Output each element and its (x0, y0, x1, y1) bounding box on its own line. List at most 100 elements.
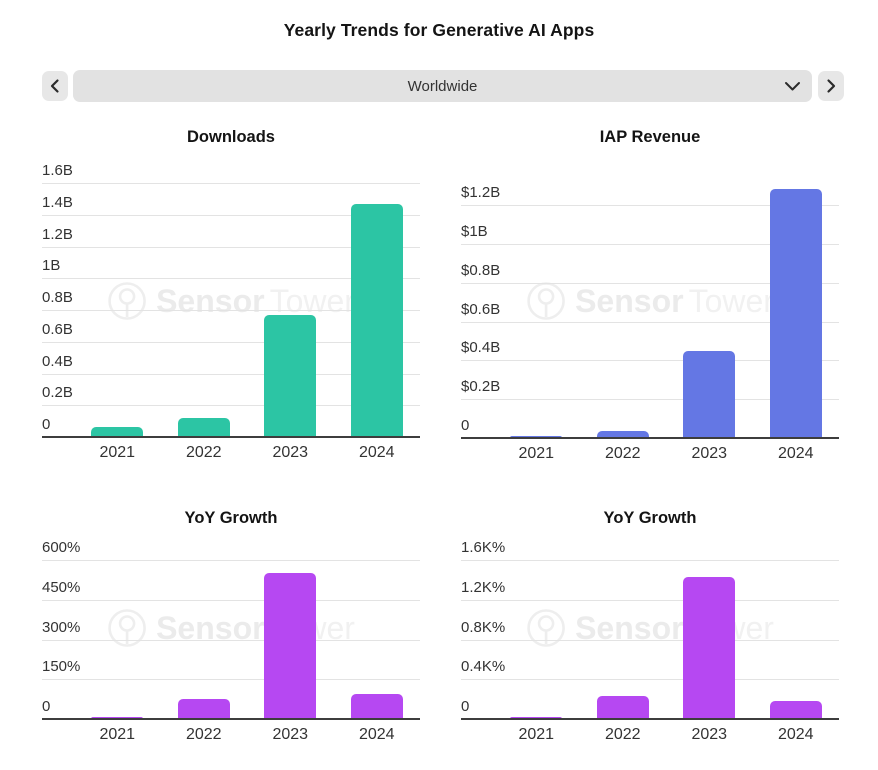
watermark-text: Sensor (156, 282, 265, 319)
gridline (461, 321, 839, 323)
x-tick-label: 2024 (777, 726, 814, 743)
watermark-text: Sensor (156, 609, 265, 646)
x-tick-label: 2022 (604, 726, 641, 743)
x-tick-label: 2023 (272, 726, 309, 743)
sensor-tower-watermark: Sensor Tower (107, 608, 355, 648)
x-tick-label: 2021 (518, 726, 555, 743)
x-tick-label: 2021 (99, 726, 136, 743)
bar-2023[interactable] (683, 577, 736, 719)
bar-2024[interactable] (769, 701, 822, 719)
sensor-tower-watermark: Sensor Tower (526, 281, 774, 321)
yoy-growth-downloads-plot-area: Sensor Tower 0 150% 300% 450% 600% 2021 2022 20… (42, 505, 420, 755)
region-select-value: Worldwide (407, 77, 478, 95)
x-tick-label: 2021 (518, 445, 555, 462)
y-tick-label: 0 (461, 698, 470, 715)
x-tick-label: 2024 (777, 445, 814, 462)
gridline (42, 278, 420, 280)
sensor-tower-logo-icon (526, 281, 566, 321)
yoy-growth-downloads-chart: YoY Growth Sensor Tower 0 150% 300% 450% 600… (42, 505, 420, 755)
y-tick-label: 150% (42, 658, 81, 676)
gridline (42, 639, 420, 641)
y-tick-label: 600% (42, 539, 81, 556)
watermark-text: Tower (688, 282, 774, 319)
iap-revenue-chart: IAP Revenue Sensor Tower 0 $0.2B $0.4B $0.6… (461, 126, 839, 466)
y-tick-label: 0.4K% (461, 658, 506, 676)
y-tick-label: 1.4B (42, 193, 73, 211)
chart-title: YoY Growth (184, 509, 278, 527)
x-tick-label: 2023 (272, 444, 309, 461)
y-tick-label: 0.2B (42, 384, 73, 402)
bar-2024[interactable] (769, 189, 822, 438)
y-tick-label: 0 (461, 417, 470, 434)
y-tick-label: 0.8K% (461, 618, 506, 636)
gridline (42, 310, 420, 311)
gridline (461, 639, 839, 641)
sensor-tower-logo-icon (107, 281, 147, 321)
y-tick-label: 0 (42, 416, 51, 433)
y-tick-label: $1B (461, 222, 488, 240)
prev-button[interactable] (42, 71, 68, 101)
gridline (42, 599, 420, 601)
downloads-plot-area: Sensor Tower 0 0.2B 0.4B 0.6B 0.8B 1B 1.2B 1.4B… (42, 126, 420, 466)
chart-title: Downloads (186, 128, 275, 146)
bar-2024[interactable] (350, 204, 403, 437)
gridline (42, 373, 420, 375)
x-tick-label: 2023 (691, 445, 728, 462)
y-tick-label: 1.2B (42, 225, 73, 243)
chevron-down-icon (784, 79, 801, 93)
y-tick-label: 1.6K% (461, 539, 506, 556)
x-tick-label: 2022 (185, 444, 222, 461)
x-tick-label: 2022 (604, 445, 641, 462)
bar-2023[interactable] (264, 315, 317, 437)
bar-2023[interactable] (264, 573, 317, 719)
x-tick-label: 2023 (691, 726, 728, 743)
gridline (42, 183, 420, 184)
watermark-text: Sensor (575, 609, 684, 646)
bar-2022[interactable] (596, 431, 649, 438)
gridline (42, 246, 420, 248)
page-title: Yearly Trends for Generative AI Apps (283, 20, 595, 40)
y-tick-label: 1.2K% (461, 578, 506, 596)
y-tick-label: $0.6B (461, 300, 501, 318)
chevron-right-icon (825, 78, 837, 94)
y-tick-label: $0.4B (461, 339, 501, 357)
watermark-text: Sensor (575, 282, 684, 319)
bar-2022[interactable] (596, 696, 649, 719)
chevron-left-icon (49, 78, 61, 94)
gridline (461, 282, 839, 284)
x-tick-label: 2024 (358, 726, 395, 743)
gridline (461, 205, 839, 206)
bar-2021[interactable] (91, 427, 144, 437)
y-tick-label: $1.2B (461, 184, 501, 201)
y-tick-label: 0 (42, 698, 51, 715)
gridline (42, 341, 420, 343)
bar-2022[interactable] (177, 699, 230, 719)
sensor-tower-logo-icon (107, 608, 147, 648)
y-tick-label: 300% (42, 618, 81, 636)
gridline (461, 399, 839, 401)
region-select[interactable]: Worldwide (73, 70, 812, 102)
bar-2023[interactable] (683, 351, 736, 438)
chart-title: IAP Revenue (599, 128, 701, 146)
gridline (42, 679, 420, 681)
y-tick-label: 0.8B (42, 289, 73, 306)
x-axis-line (461, 718, 839, 720)
gridline (461, 679, 839, 681)
watermark-text: Tower (269, 282, 355, 319)
sensor-tower-watermark: Sensor Tower (107, 281, 355, 321)
iap-revenue-plot-area: Sensor Tower 0 $0.2B $0.4B $0.6B $0.8B $1B $1.… (461, 126, 839, 466)
y-tick-label: $0.8B (461, 261, 501, 279)
sensor-tower-logo-icon (526, 608, 566, 648)
bar-2022[interactable] (177, 418, 230, 437)
yoy-growth-revenue-plot-area: Sensor Tower 0 0.4K% 0.8K% 1.2K% 1.6K% 2021 20… (461, 505, 839, 755)
bar-2024[interactable] (350, 694, 403, 719)
y-tick-label: 0.4B (42, 352, 73, 370)
gridline (42, 214, 420, 216)
gridline (42, 405, 420, 407)
yoy-growth-revenue-chart: YoY Growth Sensor Tower 0 0.4K% 0.8K% 1.2K%… (461, 505, 839, 755)
gridline (42, 560, 420, 561)
sensor-tower-watermark: Sensor Tower (526, 608, 774, 648)
next-button[interactable] (818, 71, 844, 101)
y-tick-label: 450% (42, 578, 81, 596)
y-tick-label: 0.6B (42, 320, 73, 338)
